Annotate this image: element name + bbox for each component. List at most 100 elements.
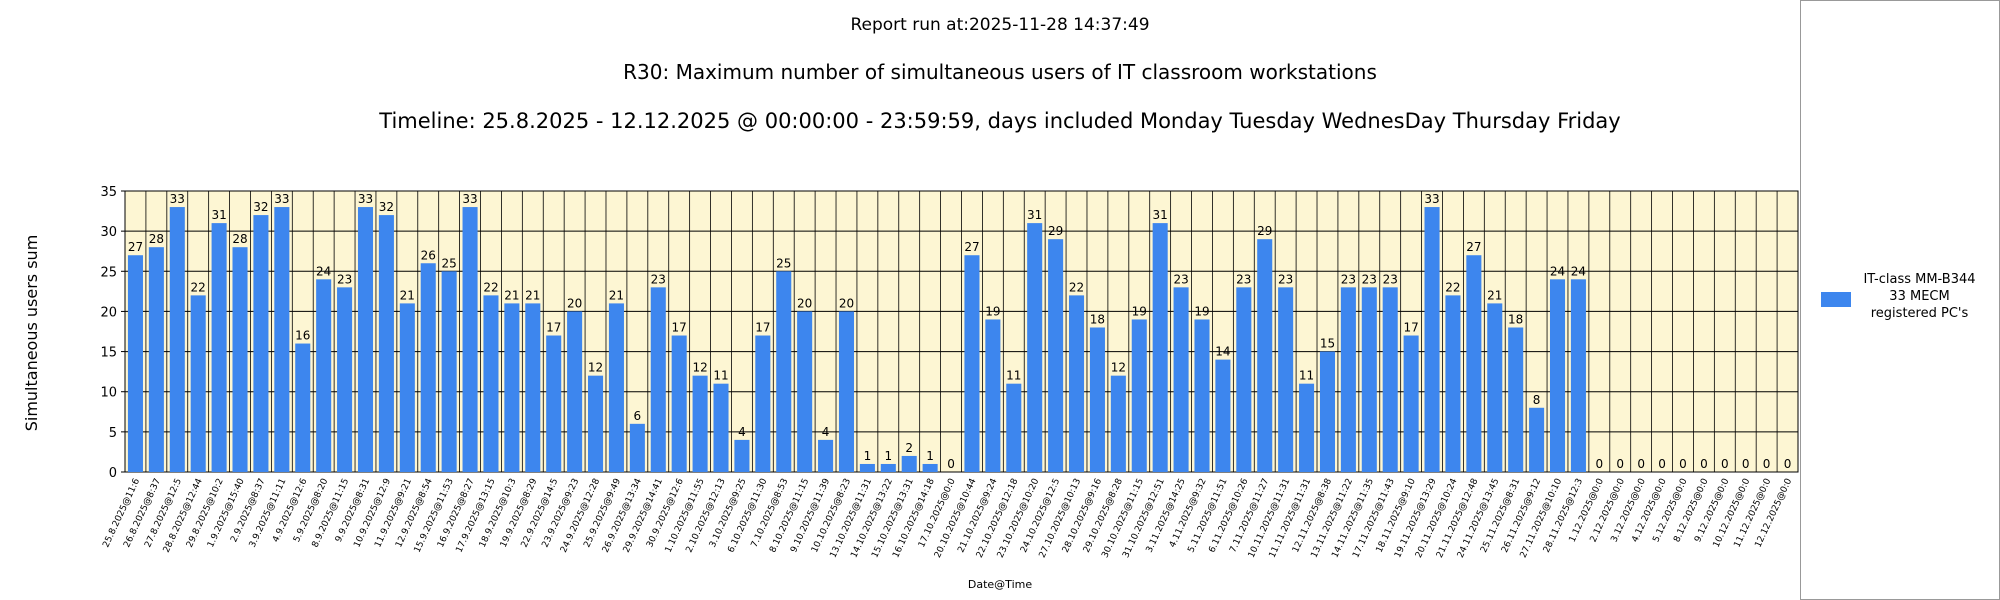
value-label: 0 (947, 457, 955, 471)
value-label: 6 (634, 409, 642, 423)
bar (1278, 287, 1294, 472)
bar (337, 287, 353, 472)
bar (1487, 303, 1503, 472)
bar (1236, 287, 1252, 472)
value-label: 33 (462, 192, 477, 206)
bar (1403, 335, 1419, 472)
value-label: 17 (672, 321, 687, 335)
bar (211, 223, 227, 472)
value-label: 25 (776, 256, 791, 270)
bar (253, 215, 269, 473)
bar (1299, 383, 1315, 472)
value-label: 12 (692, 361, 707, 375)
bar (755, 335, 771, 472)
value-label: 29 (1048, 224, 1063, 238)
value-label: 23 (1383, 272, 1398, 286)
bar (629, 423, 645, 472)
value-label: 22 (191, 280, 206, 294)
bar (525, 303, 541, 472)
legend: IT-class MM-B344 33 MECM registered PC's (1800, 0, 2000, 600)
value-label: 27 (1466, 240, 1481, 254)
bar (504, 303, 520, 472)
value-label: 0 (1637, 457, 1645, 471)
value-label: 22 (1069, 280, 1084, 294)
value-label: 17 (546, 321, 561, 335)
bar (1424, 207, 1440, 473)
bar (1131, 319, 1147, 472)
value-label: 24 (1550, 264, 1565, 278)
bar (734, 439, 750, 472)
bar (1340, 287, 1356, 472)
value-label: 21 (609, 288, 624, 302)
bar (692, 375, 708, 472)
value-label: 15 (1320, 337, 1335, 351)
bar (880, 463, 896, 472)
value-label: 27 (964, 240, 979, 254)
chart: Report run at:2025-11-28 14:37:49 R30: M… (22, 15, 1799, 591)
bar (901, 455, 917, 472)
value-label: 18 (1090, 312, 1105, 326)
value-label: 23 (1341, 272, 1356, 286)
chart-subtitle: Timeline: 25.8.2025 - 12.12.2025 @ 00:00… (378, 109, 1620, 133)
bar (713, 383, 729, 472)
value-label: 1 (884, 449, 892, 463)
bar (650, 287, 666, 472)
value-label: 25 (442, 256, 457, 270)
bar (1194, 319, 1210, 472)
bar (567, 311, 583, 472)
value-label: 12 (1111, 361, 1126, 375)
value-label: 33 (170, 192, 185, 206)
value-label: 22 (483, 280, 498, 294)
value-label: 24 (1571, 264, 1586, 278)
bar (859, 463, 875, 472)
value-label: 19 (1132, 304, 1147, 318)
value-label: 20 (567, 296, 582, 310)
value-label: 4 (822, 425, 830, 439)
value-label: 2 (905, 441, 913, 455)
value-label: 0 (1721, 457, 1729, 471)
value-label: 11 (1299, 369, 1314, 383)
value-label: 1 (926, 449, 934, 463)
value-label: 17 (755, 321, 770, 335)
value-label: 28 (232, 232, 247, 246)
value-label: 23 (651, 272, 666, 286)
value-label: 19 (1194, 304, 1209, 318)
bar (169, 207, 185, 473)
value-label: 23 (1362, 272, 1377, 286)
bar (1508, 327, 1524, 472)
value-label: 31 (1027, 208, 1042, 222)
value-label: 21 (400, 288, 415, 302)
legend-label: IT-class MM-B344 33 MECM registered PC's (1863, 272, 1976, 321)
bar (546, 335, 562, 472)
bar (1215, 359, 1231, 472)
bar (1173, 287, 1189, 472)
bar (127, 255, 143, 472)
y-tick-label: 20 (100, 305, 117, 320)
y-tick-label: 15 (100, 346, 117, 361)
bar (1382, 287, 1398, 472)
report-header: Report run at:2025-11-28 14:37:49 (850, 15, 1149, 35)
bar (985, 319, 1001, 472)
bar (1319, 351, 1335, 472)
bar (671, 335, 687, 472)
value-label: 8 (1533, 393, 1541, 407)
bar (295, 343, 311, 472)
y-tick-label: 30 (100, 225, 117, 240)
bar (1027, 223, 1043, 472)
value-label: 33 (358, 192, 373, 206)
value-label: 4 (738, 425, 746, 439)
bar (1089, 327, 1105, 472)
value-label: 23 (1173, 272, 1188, 286)
bar (399, 303, 415, 472)
legend-swatch (1821, 292, 1851, 307)
value-label: 32 (379, 200, 394, 214)
bar (232, 247, 248, 472)
bar (1570, 279, 1586, 472)
bar (818, 439, 834, 472)
value-label: 23 (1236, 272, 1251, 286)
bar (378, 215, 394, 473)
bar (483, 295, 499, 472)
bar (1549, 279, 1566, 472)
bar (1048, 239, 1064, 472)
value-label: 0 (1679, 457, 1687, 471)
